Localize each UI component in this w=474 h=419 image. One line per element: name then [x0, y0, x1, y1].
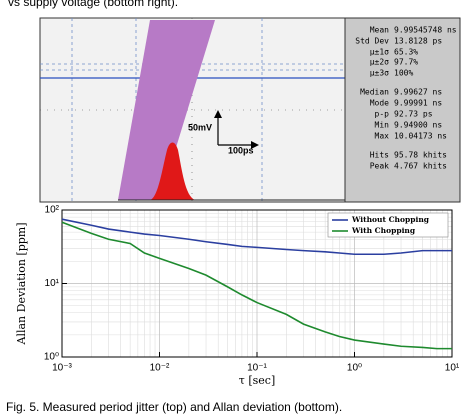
x-tick-label: 10⁻¹	[247, 363, 267, 374]
legend-label: With Chopping	[351, 226, 416, 235]
stat-value: 9.99627 ns	[394, 88, 442, 97]
stat-value: 92.73 ps	[394, 110, 433, 119]
x-tick-label: 10⁻²	[150, 363, 170, 374]
y-tick-label: 10⁰	[44, 352, 59, 363]
stat-label: Peak	[370, 162, 389, 171]
scope: 50mV 100ps Mean 9.99545748 ns Std Dev 13.81…	[39, 17, 461, 203]
eye-band	[118, 20, 215, 200]
stat-label: Mode	[370, 99, 389, 108]
y-tick-label: 10¹	[45, 278, 60, 289]
stat-label: Hits	[370, 151, 389, 160]
scope-ticks	[40, 18, 345, 202]
plot-frame	[61, 209, 453, 358]
x-tick-label: 10¹	[445, 363, 460, 374]
stat-value: 100%	[394, 69, 413, 78]
stat-label: p-p	[375, 110, 390, 119]
stat-label: Median	[360, 88, 389, 97]
y-axis-label: Allan Deviation [ppm]	[15, 223, 28, 346]
y-tick-label: 10²	[45, 205, 60, 216]
annotation: 50mV	[188, 122, 212, 132]
stat-value: 65.3%	[394, 48, 418, 57]
stat-label: µ±1σ	[370, 48, 389, 57]
stat-label: µ±2σ	[370, 58, 389, 67]
stat-label: Max	[375, 132, 390, 141]
legend-box	[327, 212, 449, 238]
series-line	[61, 218, 452, 256]
stat-value: 9.99545748 ns	[394, 26, 457, 35]
annotation: 100ps	[228, 145, 254, 155]
stat-label: Mean	[370, 26, 389, 35]
x-axis-label: τ [sec]	[239, 374, 275, 387]
arrow-v-head	[214, 110, 222, 118]
stat-value: 95.78 khits	[394, 151, 447, 160]
stat-value: 97.7%	[394, 58, 418, 67]
stats-panel	[344, 17, 461, 203]
arrow-h-head	[251, 141, 259, 149]
stat-value: 4.767 khits	[394, 162, 447, 171]
jitter-histogram	[150, 142, 195, 200]
stats: Mean 9.99545748 ns Std Dev 13.8128 ps µ±1σ 65…	[355, 26, 457, 171]
stat-label: µ±3σ	[370, 69, 389, 78]
header-text: vs supply voltage (bottom right).	[8, 0, 178, 9]
stat-value: 10.04173 ns	[394, 132, 447, 141]
x-tick-label: 10⁰	[347, 363, 362, 374]
series-line	[61, 221, 452, 350]
stat-value: 13.8128 ps	[394, 37, 442, 46]
stat-label: Std Dev	[355, 37, 389, 46]
x-tick-label: 10⁻³	[52, 363, 72, 374]
stat-value: 9.99991 ns	[394, 99, 442, 108]
legend-label: Without Chopping	[351, 215, 430, 224]
stat-value: 9.94900 ns	[394, 121, 442, 130]
caption: Fig. 5. Measured period jitter (top) and…	[6, 400, 342, 414]
stat-label: Min	[375, 121, 390, 130]
chart: 10⁻³ 10⁻² 10⁻¹ 10⁰ 10¹ 10⁰ 10¹ 10² Without Chopp…	[15, 205, 460, 387]
